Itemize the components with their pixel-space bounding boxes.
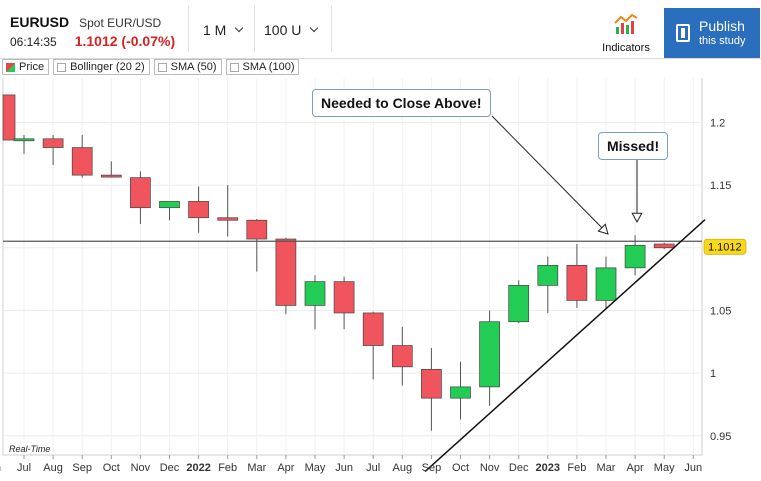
x-tick-label: Oct	[103, 462, 120, 474]
y-tick-label: 1	[710, 368, 716, 380]
candle-body[interactable]	[130, 177, 151, 209]
x-tick-label: Jun	[335, 462, 353, 474]
chart-legend: Price Bollinger (20 2) SMA (50) SMA (100…	[2, 59, 303, 75]
indicators-button[interactable]: Indicators	[596, 12, 656, 54]
x-tick-label: Dec	[509, 462, 529, 474]
x-tick-label: Dec	[160, 462, 180, 474]
x-tick-label: 2022	[186, 462, 210, 474]
candle-body[interactable]	[71, 147, 93, 176]
candle-body[interactable]	[537, 264, 559, 286]
x-tick-label: Nov	[480, 462, 500, 474]
needed-close-pointer-line	[491, 115, 609, 235]
support-trendline	[424, 219, 706, 473]
legend-price-swatch	[6, 62, 15, 72]
candle-body[interactable]	[217, 217, 239, 221]
x-tick-label: Sep	[72, 462, 92, 474]
legend-item-bollinger[interactable]: Bollinger (20 2)	[53, 59, 150, 75]
x-tick-label: Sep	[422, 462, 442, 474]
candle-body[interactable]	[159, 201, 180, 209]
annotation-missed: Missed!	[598, 132, 669, 160]
indicators-icon	[614, 13, 638, 34]
symbol-description: Spot EUR/USD	[79, 16, 162, 30]
missed-pointer-head	[631, 212, 643, 224]
bars-dropdown-label: 100 U	[264, 22, 302, 38]
candle-body[interactable]	[2, 94, 16, 141]
candle-body[interactable]	[246, 219, 268, 240]
annotation-needed-close: Needed to Close Above!	[312, 89, 491, 117]
publish-icon	[676, 24, 690, 42]
toolbar: EURUSD Spot EUR/USD 06:14:35 1.1012 (-0.…	[0, 0, 761, 59]
publish-button[interactable]: Publish this study	[664, 8, 760, 58]
candle-body[interactable]	[566, 264, 588, 301]
realtime-watermark: Real-Time	[9, 444, 50, 454]
candle-body[interactable]	[42, 138, 64, 148]
bars-dropdown[interactable]: 100 U	[264, 22, 319, 38]
legend-item-sma50[interactable]: SMA (50)	[153, 59, 222, 75]
candle-body[interactable]	[653, 243, 675, 249]
current-price-badge	[703, 238, 747, 255]
x-tick-label: Jul	[366, 462, 380, 474]
symbol-block: EURUSD Spot EUR/USD 06:14:35 1.1012 (-0.…	[10, 14, 175, 49]
x-tick-label: Aug	[393, 462, 413, 474]
candle-body[interactable]	[275, 238, 297, 306]
toolbar-divider	[188, 6, 189, 52]
y-tick-label: 1.2	[710, 118, 725, 130]
x-tick-label: May	[654, 462, 675, 474]
y-tick-label: 1.15	[710, 180, 731, 192]
x-tick-label: Jul	[17, 462, 31, 474]
legend-checkbox	[57, 62, 67, 72]
x-tick-label: Jun	[684, 462, 702, 474]
x-tick-label: Mar	[247, 462, 266, 474]
x-tick-label: Aug	[43, 462, 63, 474]
publish-label: Publish	[699, 18, 745, 35]
period-dropdown-label: 1 M	[203, 22, 227, 38]
legend-checkbox	[229, 62, 239, 72]
publish-sublabel: this study	[699, 34, 746, 47]
candle-body[interactable]	[421, 368, 442, 399]
toolbar-divider	[331, 6, 332, 52]
legend-item-price[interactable]: Price	[2, 59, 50, 75]
quote-time: 06:14:35	[10, 35, 57, 49]
legend-item-label: Price	[19, 61, 45, 73]
x-tick-label: May	[305, 462, 326, 474]
candle-body[interactable]	[450, 386, 471, 399]
candle-body[interactable]	[304, 281, 326, 306]
legend-checkbox	[157, 62, 167, 72]
needed-close-pointer-head	[597, 223, 609, 235]
x-tick-label: Feb	[567, 462, 586, 474]
y-tick-label: 0.95	[710, 431, 731, 443]
x-tick-label: Oct	[452, 462, 469, 474]
candle-body[interactable]	[595, 267, 617, 301]
period-dropdown[interactable]: 1 M	[203, 22, 244, 38]
candle-body[interactable]	[479, 321, 500, 388]
legend-item-label: SMA (50)	[170, 61, 217, 73]
x-tick-label: Feb	[218, 462, 237, 474]
x-tick-label: Mar	[597, 462, 616, 474]
x-tick-label: Apr	[627, 462, 644, 474]
candle-body[interactable]	[13, 138, 35, 142]
candle-body[interactable]	[100, 174, 122, 178]
indicators-label: Indicators	[602, 42, 650, 54]
x-tick-label: Nov	[131, 462, 151, 474]
candle-body[interactable]	[508, 285, 530, 323]
symbol-name[interactable]: EURUSD	[10, 14, 70, 30]
x-tick-label: Apr	[277, 462, 294, 474]
y-tick-label: 1.05	[710, 305, 731, 317]
candle-body[interactable]	[362, 312, 384, 346]
candle-body[interactable]	[624, 244, 646, 269]
current-price-label: 1.1012	[708, 241, 742, 253]
candle-body[interactable]	[333, 281, 355, 314]
x-tick-label: un	[0, 462, 1, 474]
legend-item-sma100[interactable]: SMA (100)	[225, 59, 300, 75]
price-change: 1.1012 (-0.07%)	[74, 33, 176, 49]
legend-item-label: SMA (100)	[242, 61, 295, 73]
x-tick-label: 2023	[536, 462, 560, 474]
legend-item-label: Bollinger (20 2)	[70, 61, 145, 73]
toolbar-divider	[254, 6, 255, 52]
candle-body[interactable]	[391, 345, 413, 368]
candle-body[interactable]	[188, 201, 209, 219]
